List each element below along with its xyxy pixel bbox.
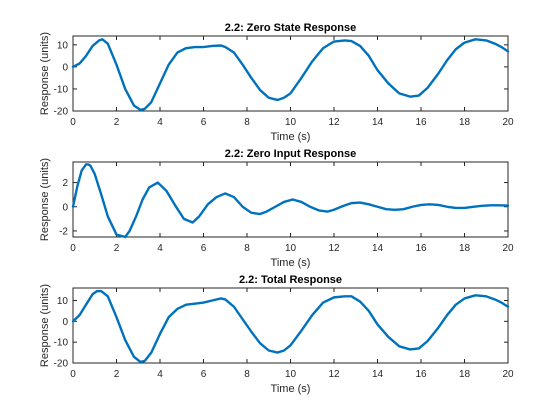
x-tick-label: 2 [114,243,120,254]
x-tick-label: 4 [157,243,163,254]
x-tick-label: 16 [415,243,427,254]
subplot-2: 2.2: Zero Input Response 0 2 4 6 8 10 12 14 16 18 2… [39,148,514,269]
y-tick-label: 10 [57,296,69,307]
y-tick-label: 0 [62,202,68,213]
x-tick-label: 16 [415,369,427,380]
x-tick-label: 14 [372,117,384,128]
x-tick-label: 2 [114,369,120,380]
x-axis-label: Time (s) [271,257,311,269]
y-tick-label: -10 [54,84,69,95]
subplot-1: 2.2: Zero State Response 0 2 4 6 8 10 12 14 16 18 2… [39,22,514,143]
x-tick-label: 6 [201,243,207,254]
y-tick-label: 2 [62,178,68,189]
x-tick-label: 8 [244,369,250,380]
y-axis-label: Response (units) [39,284,51,367]
subplot-3: 2.2: Total Response 0 2 4 6 8 10 12 14 16 18 20 -20 -… [39,274,514,395]
x-tick-label: 14 [372,369,384,380]
axes-box [72,35,509,112]
y-tick-label: -10 [54,338,69,349]
x-tick-label: 0 [70,243,76,254]
x-tick-label: 14 [372,243,384,254]
x-tick-label: 8 [244,117,250,128]
y-tick-label: 10 [57,40,69,51]
x-tick-label: 0 [70,369,76,380]
axes-box [72,287,509,364]
x-tick-label: 20 [502,369,514,380]
x-tick-label: 18 [459,243,471,254]
x-tick-label: 2 [114,117,120,128]
y-tick-label: -2 [59,226,68,237]
x-tick-label: 10 [285,243,297,254]
x-axis-label: Time (s) [271,383,311,395]
x-tick-label: 20 [502,243,514,254]
series-line [71,163,510,239]
y-tick-label: 0 [62,317,68,328]
x-tick-label: 16 [415,117,427,128]
y-tick-label: 0 [62,62,68,73]
x-tick-label: 4 [157,369,163,380]
x-tick-label: 18 [459,369,471,380]
y-tick-label: -20 [54,107,69,118]
y-axis-label: Response (units) [39,32,51,115]
x-tick-label: 20 [502,117,514,128]
chart-title: 2.2: Zero Input Response [225,148,356,160]
y-tick-label: -20 [54,359,69,370]
x-axis-label: Time (s) [271,131,311,143]
x-tick-label: 12 [328,117,340,128]
x-tick-label: 10 [285,369,297,380]
x-tick-label: 6 [201,369,207,380]
chart-title: 2.2: Zero State Response [225,22,356,34]
x-tick-label: 6 [201,117,207,128]
x-tick-label: 0 [70,117,76,128]
x-tick-label: 18 [459,117,471,128]
series-line [71,38,510,112]
x-tick-label: 8 [244,243,250,254]
series-line [71,289,510,364]
chart-title: 2.2: Total Response [239,274,342,286]
y-axis-label: Response (units) [39,158,51,241]
x-tick-label: 10 [285,117,297,128]
x-tick-label: 12 [328,243,340,254]
x-tick-label: 4 [157,117,163,128]
x-tick-label: 12 [328,369,340,380]
